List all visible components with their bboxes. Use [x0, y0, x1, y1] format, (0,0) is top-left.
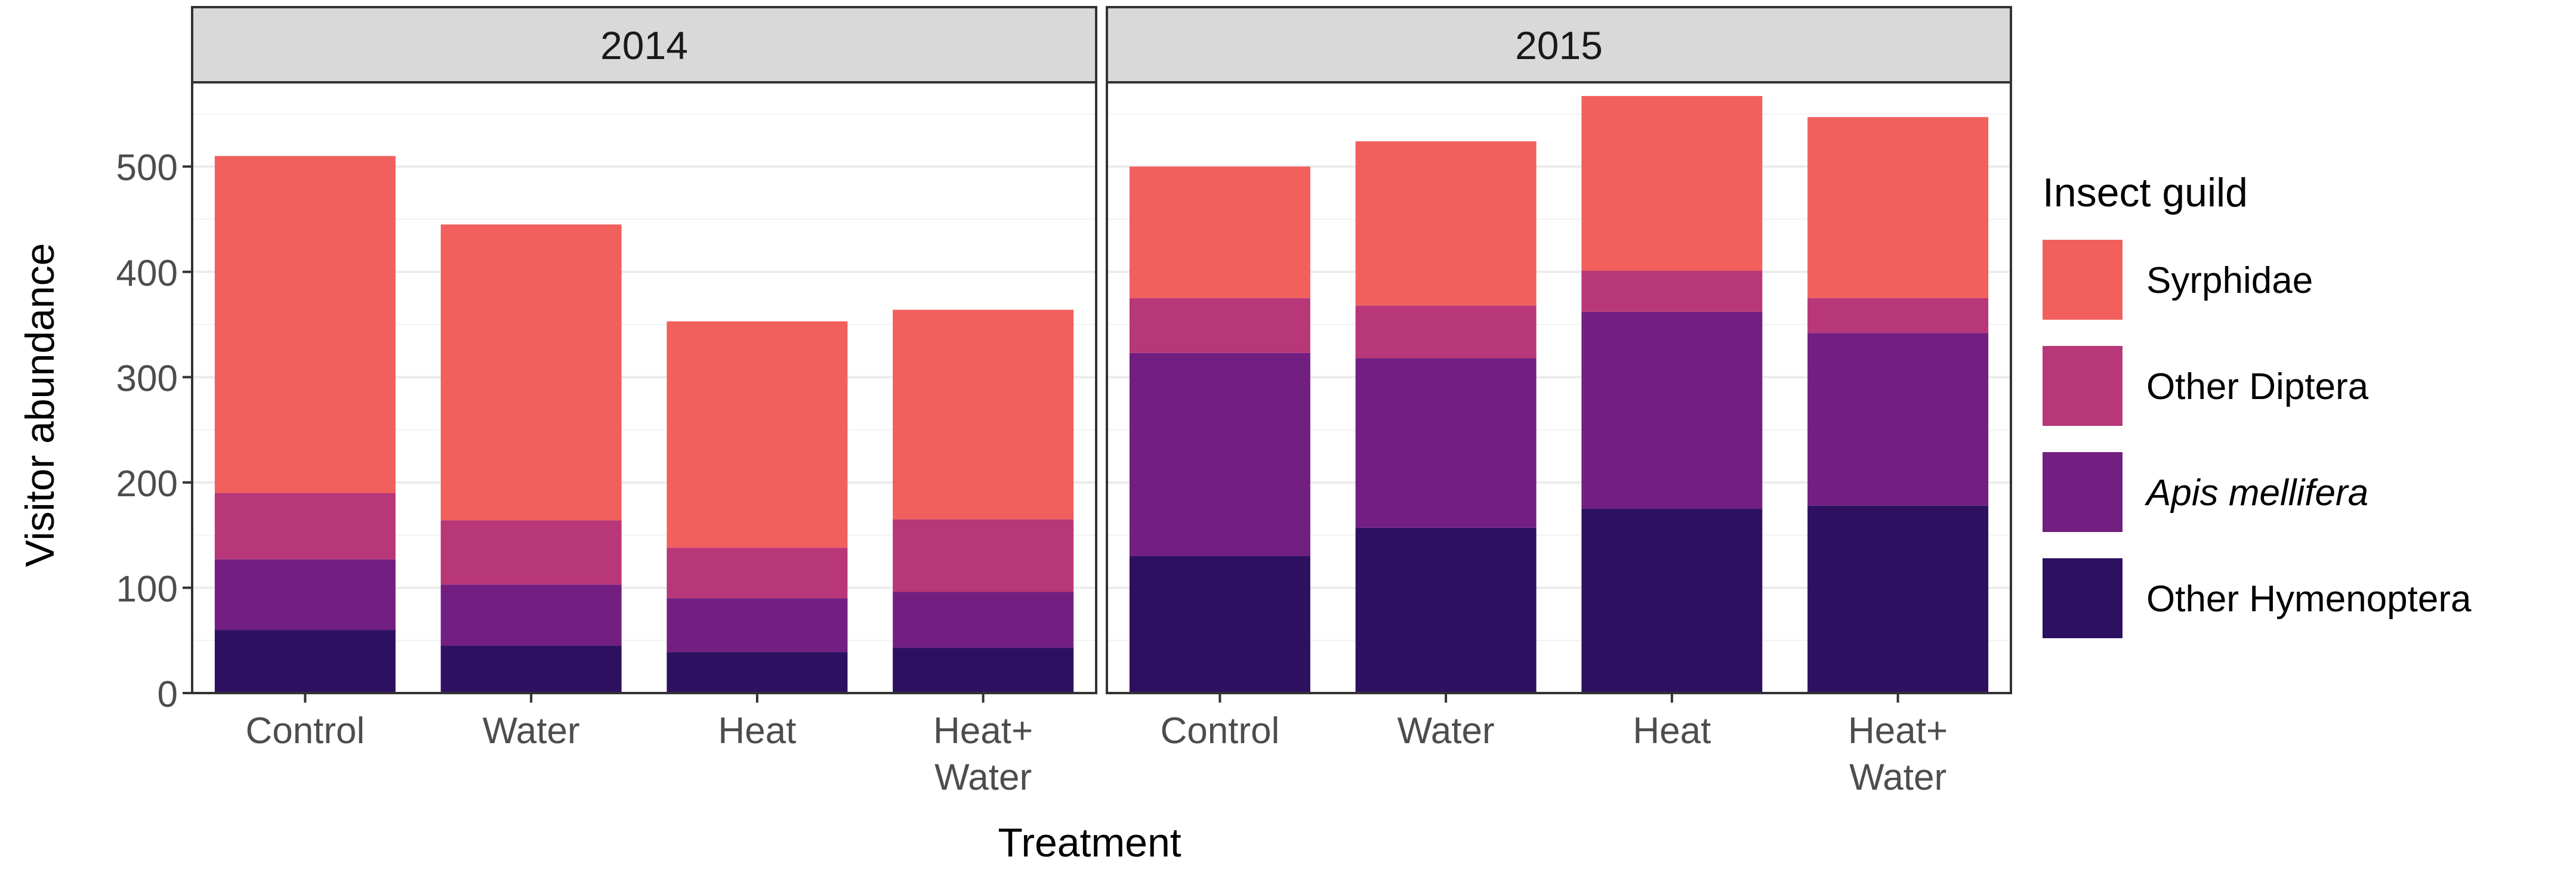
y-tick-label: 300 — [116, 358, 178, 399]
x-tick-label: Heat — [718, 710, 796, 752]
x-tick-label: Water — [1397, 710, 1495, 752]
bar-segment-syrphidae — [1807, 117, 1989, 298]
panels-layer: Control Water Heat Heat+ Water 2014 Control Wat… — [191, 6, 2012, 798]
bar-segment-other-hymenoptera — [1581, 509, 1763, 693]
legend-key-other-diptera — [2043, 346, 2122, 426]
facet-strip-label: 2014 — [600, 23, 688, 67]
legend-key-other-hymenoptera — [2043, 558, 2122, 638]
x-tick-label: Heat — [1633, 710, 1711, 752]
bar-segment-syrphidae — [214, 156, 396, 493]
legend-key-syrphidae — [2043, 240, 2122, 320]
x-axis-title: Treatment — [998, 820, 1181, 865]
x-tick-label: Heat+ Water — [1848, 710, 1948, 798]
bar-segment-apis-mellifera — [214, 559, 396, 630]
axes-layer: Visitor abundance Treatment 0 100 200 300 40… — [17, 147, 1181, 865]
bar-segment-other-diptera — [440, 520, 622, 585]
y-axis-title: Visitor abundance — [17, 243, 63, 567]
y-tick-label: 500 — [116, 147, 178, 188]
panel-2015: Control Water Heat Heat+ Water 2015 — [1106, 6, 2012, 798]
bar-segment-other-diptera — [1807, 298, 1989, 333]
bar-segment-apis-mellifera — [1355, 358, 1537, 528]
bar-segment-syrphidae — [1355, 141, 1537, 306]
bar-segment-other-diptera — [1129, 298, 1310, 353]
bar-segment-other-hymenoptera — [667, 652, 848, 693]
bar-segment-other-hymenoptera — [440, 645, 622, 693]
bar-segment-other-diptera — [893, 519, 1074, 592]
bar-segment-apis-mellifera — [893, 592, 1074, 648]
x-tick-label: Control — [1160, 710, 1279, 752]
bar-segment-other-hymenoptera — [1355, 527, 1537, 693]
bar-segment-apis-mellifera — [667, 598, 848, 653]
bar-segment-other-hymenoptera — [214, 630, 396, 693]
legend-label: Other Hymenoptera — [2146, 579, 2472, 620]
legend-title: Insect guild — [2043, 170, 2248, 215]
legend: Insect guild Syrphidae Other Diptera Apis … — [2043, 170, 2472, 638]
x-tick-label: Water — [483, 710, 580, 752]
bar-segment-other-hymenoptera — [893, 648, 1074, 693]
y-tick-label: 400 — [116, 253, 178, 294]
bar-segment-apis-mellifera — [1581, 311, 1763, 509]
bar-segment-syrphidae — [893, 310, 1074, 520]
bar-segment-other-diptera — [1581, 271, 1763, 312]
bar-segment-other-diptera — [214, 493, 396, 559]
legend-label: Apis mellifera — [2144, 472, 2368, 514]
bar-segment-syrphidae — [667, 321, 848, 548]
y-tick-label: 100 — [116, 568, 178, 610]
facet-strip-label: 2015 — [1515, 23, 1603, 67]
panel-2014: Control Water Heat Heat+ Water 2014 — [191, 6, 1097, 798]
bar-segment-other-hymenoptera — [1807, 505, 1989, 693]
bar-segment-other-diptera — [1355, 305, 1537, 358]
legend-label: Syrphidae — [2146, 260, 2313, 301]
bar-segment-other-diptera — [667, 548, 848, 599]
y-tick-label: 200 — [116, 463, 178, 505]
bar-segment-syrphidae — [440, 224, 622, 521]
bar-segment-apis-mellifera — [1129, 352, 1310, 556]
facet-strip — [1106, 6, 2012, 84]
bar-segment-apis-mellifera — [1807, 333, 1989, 506]
bar-segment-syrphidae — [1581, 95, 1763, 271]
x-tick-label: Heat+ Water — [933, 710, 1033, 798]
legend-key-apis-mellifera — [2043, 452, 2122, 532]
legend-label: Other Diptera — [2146, 366, 2369, 407]
facet-strip — [191, 6, 1097, 84]
y-tick-label: 0 — [158, 674, 178, 715]
bar-segment-syrphidae — [1129, 166, 1310, 298]
bar-segment-apis-mellifera — [440, 585, 622, 646]
x-tick-label: Control — [245, 710, 365, 752]
bar-segment-other-hymenoptera — [1129, 556, 1310, 693]
